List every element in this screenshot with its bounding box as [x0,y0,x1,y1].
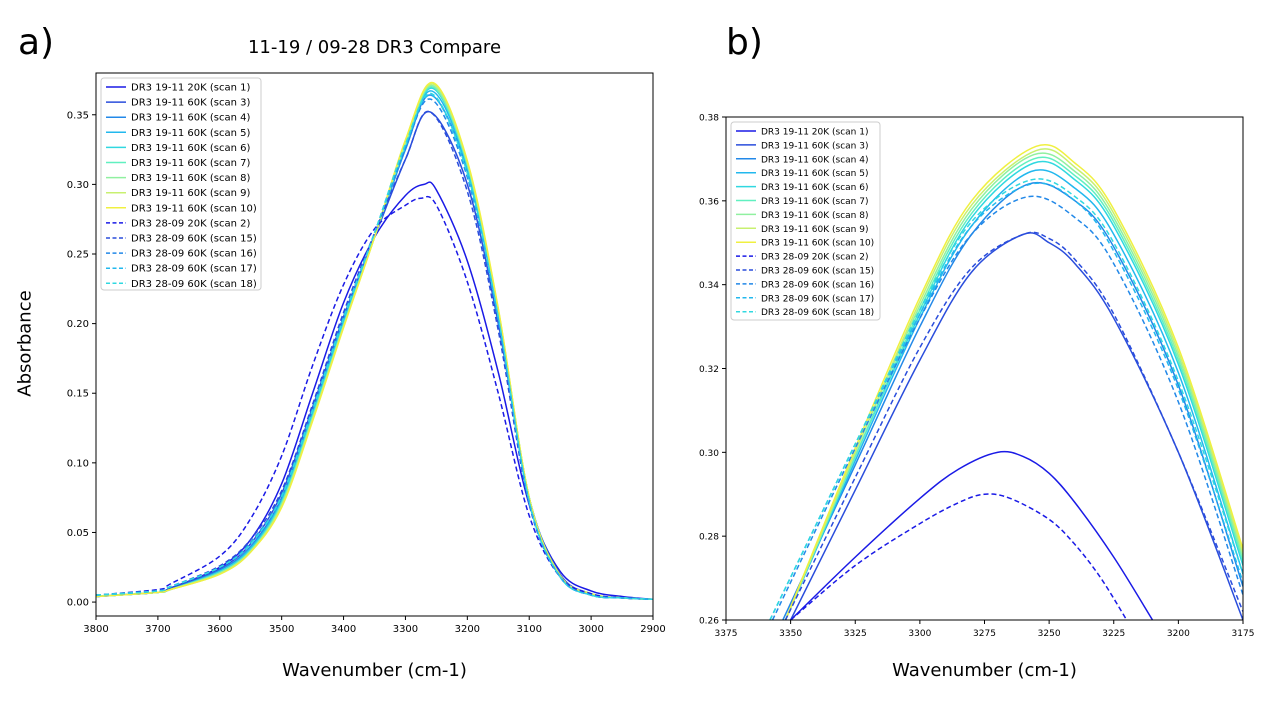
chart-b-x-tick-label: 3175 [1232,629,1255,639]
chart-b-x-tick-label: 3250 [1038,629,1061,639]
chart-b-legend-label-3: DR3 19-11 60K (scan 4) [761,155,868,165]
chart-a-axes-frame [95,72,654,617]
chart-a-y-tick-label: 0.35 [67,110,89,121]
chart-a-legend-box [100,77,262,291]
chart-b-legend-label-4: DR3 19-11 60K (scan 5) [761,169,868,179]
chart-a-y-tick-label: 0.05 [67,528,89,539]
chart-b-legend-label-11: DR3 28-09 60K (scan 15) [761,267,874,277]
chart-a-legend-label-8: DR3 19-11 60K (scan 9) [131,188,251,199]
chart-a-series-group [96,81,653,601]
panel-b-label: b) [726,22,763,63]
chart-b-series-line-11 [784,231,1243,620]
chart-b-legend-label-1: DR3 19-11 20K (scan 1) [761,128,868,138]
chart-a-series-line-9 [96,81,653,601]
chart-b-legend-label-13: DR3 28-09 60K (scan 17) [761,294,874,304]
chart-b-legend-label-7: DR3 19-11 60K (scan 8) [761,211,868,221]
chart-a-x-tick-label: 3400 [331,624,356,635]
chart-a-x-tick-label: 3200 [455,624,480,635]
chart-b-series-line-4 [784,169,1243,620]
chart-b-series-line-1 [790,450,1154,620]
chart-a-series-line-14 [96,92,653,601]
chart-b-series-line-12 [771,195,1243,620]
chart-a-y-tick-label: 0.00 [67,598,89,609]
chart-a-group: 3800 3700 3600 3500 3400 3300 3200 3100 3000 2900… [67,72,666,635]
chart-a-legend-label-2: DR3 19-11 60K (scan 3) [131,98,251,109]
chart-b-series-line-6 [784,156,1243,620]
chart-b-y-tick-label: 0.30 [699,449,719,459]
chart-a-x-tick-label: 2900 [640,624,665,635]
chart-b-y-tick-label: 0.28 [699,533,719,543]
chart-a-x-tick-label: 3000 [578,624,603,635]
chart-b-group: 3375 3350 3325 3300 3275 3250 3225 3200 3175 0.26… [699,114,1255,640]
chart-b-y-tick-label: 0.34 [699,281,719,291]
chart-b-legend-label-5: DR3 19-11 60K (scan 6) [761,183,868,193]
chart-b-x-tick-label: 3350 [779,629,802,639]
chart-a-legend-label-12: DR3 28-09 60K (scan 16) [131,249,257,260]
chart-b-x-tick-label: 3375 [715,629,738,639]
chart-a-legend-label-7: DR3 19-11 60K (scan 8) [131,173,251,184]
chart-b-legend-label-8: DR3 19-11 60K (scan 9) [761,225,868,235]
chart-a-legend-label-5: DR3 19-11 60K (scan 6) [131,143,251,154]
chart-a-x-tick-label: 3700 [145,624,170,635]
chart-b-x-tick-label: 3200 [1167,629,1190,639]
chart-b-legend: DR3 19-11 20K (scan 1) DR3 19-11 60K (sca… [730,121,881,321]
chart-a-y-tick-label: 0.20 [67,319,89,330]
chart-a-legend-label-9: DR3 19-11 60K (scan 10) [131,203,257,214]
chart-b-legend-label-2: DR3 19-11 60K (scan 3) [761,141,868,151]
chart-a-y-tick-label: 0.15 [67,389,89,400]
chart-b-y-tick-label: 0.26 [699,617,719,627]
chart-b-x-tick-label: 3225 [1102,629,1125,639]
chart-b-legend-label-6: DR3 19-11 60K (scan 7) [761,197,868,207]
chart-b-series-line-10 [790,493,1128,620]
chart-b-series-line-3 [782,182,1243,620]
chart-a-legend-label-4: DR3 19-11 60K (scan 5) [131,128,251,139]
chart-a-y-tick-label: 0.30 [67,180,89,191]
chart-a-legend-label-14: DR3 28-09 60K (scan 18) [131,279,257,290]
chart-a-y-tick-label: 0.10 [67,458,89,469]
chart-b-series-group [769,144,1243,620]
chart-b-xlabel: Wavenumber (cm-1) [892,660,1077,681]
chart-a-legend-label-11: DR3 28-09 60K (scan 15) [131,234,257,245]
chart-b-legend-label-9: DR3 19-11 60K (scan 10) [761,239,874,249]
chart-b-y-tick-label: 0.36 [699,197,719,207]
chart-b-x-tick-label: 3325 [844,629,867,639]
chart-b-y-tick-label: 0.38 [699,114,719,124]
chart-b-x-tick-label: 3300 [908,629,931,639]
chart-a-x-tick-label: 3500 [269,624,294,635]
chart-b-x-tick-label: 3275 [973,629,996,639]
chart-a-title: 11-19 / 09-28 DR3 Compare [247,37,502,58]
chart-a-legend: DR3 19-11 20K (scan 1) DR3 19-11 60K (sca… [100,77,262,291]
chart-a-xlabel: Wavenumber (cm-1) [282,660,467,681]
chart-a-x-tick-label: 3800 [83,624,108,635]
panel-a-label: a) [18,22,55,63]
chart-a-series-line-12 [96,98,653,601]
chart-a-x-tick-label: 3600 [207,624,232,635]
chart-b-legend-box [730,121,881,321]
chart-a-x-tick-label: 3100 [516,624,541,635]
chart-b-series-line-8 [784,148,1243,620]
chart-a-legend-label-10: DR3 28-09 20K (scan 2) [131,218,251,229]
chart-b-legend-label-10: DR3 28-09 20K (scan 2) [761,253,868,263]
chart-a-legend-label-13: DR3 28-09 60K (scan 17) [131,264,257,275]
chart-b-legend-label-14: DR3 28-09 60K (scan 18) [761,308,874,318]
chart-a-x-tick-label: 3300 [393,624,418,635]
chart-a-legend-label-6: DR3 19-11 60K (scan 7) [131,158,251,169]
chart-a-y-tick-label: 0.25 [67,250,89,261]
chart-a-legend-label-1: DR3 19-11 20K (scan 1) [131,83,251,94]
chart-b-y-tick-label: 0.32 [699,365,719,375]
chart-b-series-line-9 [784,144,1243,620]
chart-a-legend-label-3: DR3 19-11 60K (scan 4) [131,113,251,124]
chart-b-legend-label-12: DR3 28-09 60K (scan 16) [761,280,874,290]
